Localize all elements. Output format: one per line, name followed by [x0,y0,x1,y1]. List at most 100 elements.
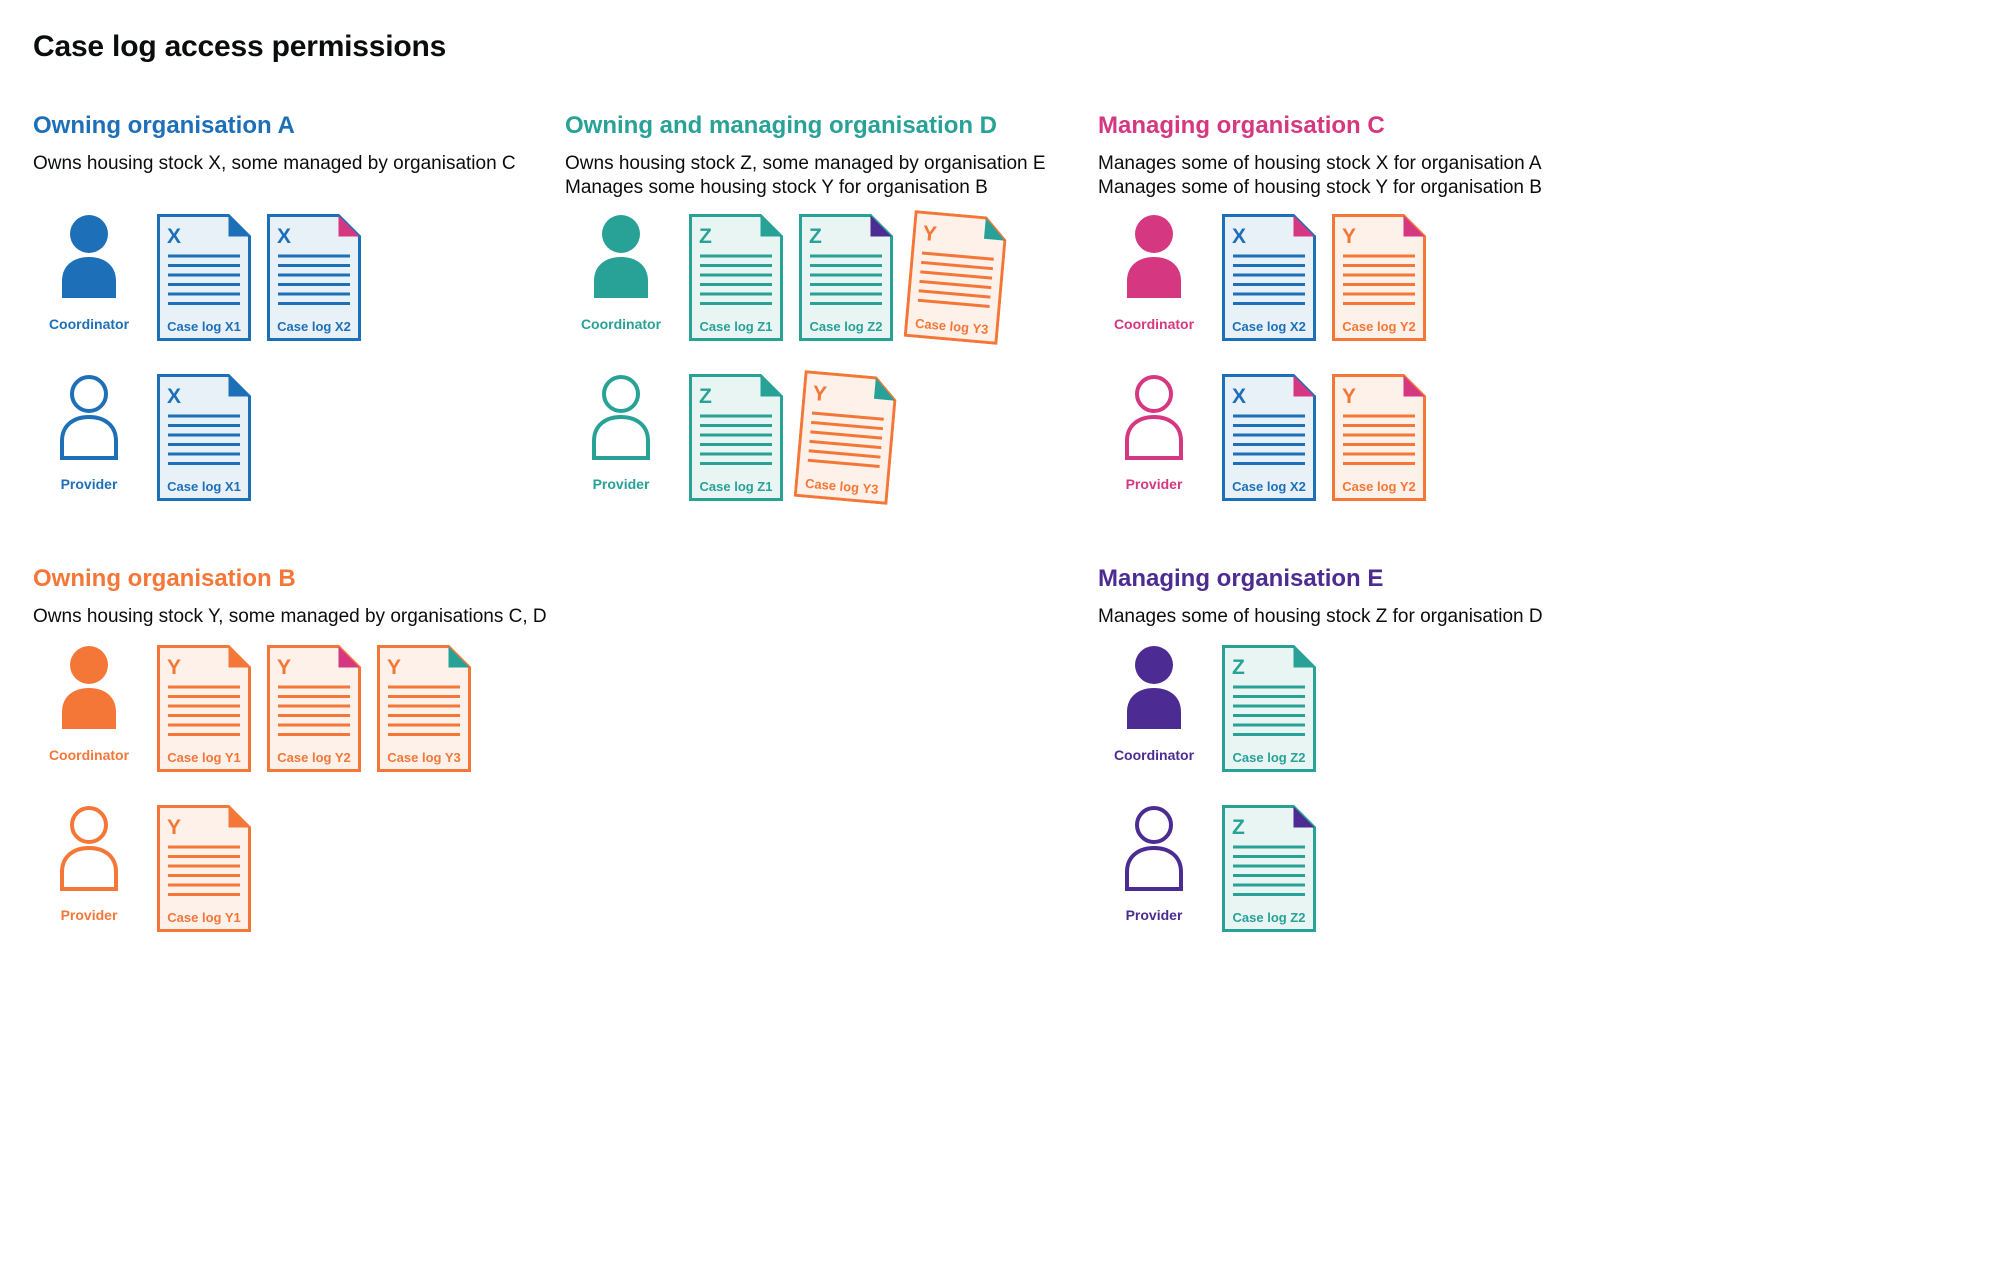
stock-letter: Y [387,656,401,679]
role-label: Provider [60,476,118,492]
case-log-documents: Y Case log Y1 Y Case log Y2 Y Case log Y3 [157,645,471,772]
managing-organisation-fold-icon [1403,215,1425,237]
case-log-documents: Z Case log Z1 Z Case log Z2 Y Case log Y3 [689,210,1007,345]
role-label: Provider [1125,476,1183,492]
managing-organisation-fold-icon [448,646,470,668]
coordinator-person: Coordinator [1098,645,1210,763]
role-label: Coordinator [1113,316,1195,332]
case-log-label: Case log Y3 [387,750,460,765]
description-line: Owns housing stock X, some managed by or… [33,153,516,174]
coordinator-person: Coordinator [1098,214,1210,332]
managing-organisation-fold-icon [228,646,250,668]
coordinator-row: Coordinator Y Case log Y1 Y Case log Y2 Y Case… [33,645,565,772]
managing-organisation-fold-icon [1293,375,1315,397]
stock-letter: Z [809,225,822,248]
role-label: Provider [592,476,650,492]
stock-letter: Z [1232,656,1245,679]
coordinator-person-icon [594,215,648,298]
provider-row: Provider Y Case log Y1 [33,805,565,932]
case-log-document: Z Case log Z2 [1222,805,1316,932]
managing-organisation-fold-icon [870,215,892,237]
managing-organisation-fold-icon [760,215,782,237]
managing-organisation-fold-icon [228,375,250,397]
managing-organisation-fold-icon [1403,375,1425,397]
section-title: Managing organisation E [1098,565,1384,592]
case-log-document: X Case log X1 [157,214,251,341]
case-log-documents: Z Case log Z2 [1222,645,1316,772]
section-description: Owns housing stock Z, some managed by or… [565,152,1098,214]
section-description: Manages some of housing stock Z for orga… [1098,605,1964,645]
case-log-document: Z Case log Z2 [1222,645,1316,772]
stock-letter: Y [812,382,828,406]
stock-letter: X [167,385,181,408]
case-log-label: Case log Z2 [1233,750,1306,765]
role-label: Coordinator [580,316,662,332]
stock-letter: X [277,225,291,248]
role-label: Coordinator [48,747,130,763]
case-log-label: Case log X1 [167,319,241,334]
provider-person-icon [1125,375,1183,460]
stock-letter: Y [277,656,291,679]
coordinator-person: Coordinator [565,214,677,332]
section-owning-organisation-b: Owning organisation B Owns housing stock … [33,565,565,932]
coordinator-person-icon [62,215,116,298]
role-label: Provider [60,907,118,923]
case-log-label: Case log Y3 [914,316,988,337]
case-log-document: Y Case log Y1 [157,645,251,772]
description-line: Manages some of housing stock Y for orga… [1098,177,1542,198]
section-description: Owns housing stock Y, some managed by or… [33,605,565,645]
description-line: Owns housing stock Z, some managed by or… [565,153,1046,174]
case-log-label: Case log Z2 [1233,910,1306,925]
coordinator-person-icon [1127,646,1181,729]
case-log-label: Case log Z2 [810,319,883,334]
coordinator-row: Coordinator X Case log X1 X Case log X2 [33,214,565,341]
provider-person: Provider [33,805,145,923]
provider-row: Provider Z Case log Z1 Y Case log Y3 [565,370,1098,505]
provider-person-icon [60,375,118,460]
case-log-label: Case log X2 [1232,319,1306,334]
case-log-label: Case log X1 [167,479,241,494]
provider-person-icon [1125,806,1183,891]
section-owning-and-managing-organisation-d: Owning and managing organisation D Owns h… [565,112,1098,505]
role-label: Coordinator [48,316,130,332]
managing-organisation-fold-icon [1293,806,1315,828]
case-log-document: Y Case log Y2 [1332,374,1426,501]
coordinator-person: Coordinator [33,214,145,332]
section-managing-organisation-c: Managing organisation C Manages some of h… [1098,112,1964,501]
case-log-document: Y Case log Y1 [157,805,251,932]
section-title: Owning and managing organisation D [565,112,998,139]
stock-letter: Y [167,816,181,839]
managing-organisation-fold-icon [1293,646,1315,668]
case-log-document: Z Case log Z1 [689,374,783,501]
managing-organisation-fold-icon [760,375,782,397]
stock-letter: Y [1342,385,1356,408]
provider-row: Provider X Case log X1 [33,374,565,501]
case-log-documents: X Case log X2 Y Case log Y2 [1222,214,1426,341]
case-log-label: Case log Y1 [167,910,240,925]
managing-organisation-fold-icon [228,215,250,237]
case-log-label: Case log Y2 [277,750,350,765]
stock-letter: Y [1342,225,1356,248]
case-log-document: Z Case log Z2 [799,214,893,341]
case-log-label: Case log Z1 [700,319,773,334]
provider-person: Provider [565,374,677,492]
case-log-documents: Y Case log Y1 [157,805,251,932]
managing-organisation-fold-icon [873,377,895,401]
case-log-document: Y Case log Y3 [793,370,899,505]
managing-organisation-fold-icon [1293,215,1315,237]
coordinator-person: Coordinator [33,645,145,763]
case-log-label: Case log X2 [1232,479,1306,494]
description-line: Manages some of housing stock X for orga… [1098,153,1542,174]
section-description: Manages some of housing stock X for orga… [1098,152,1964,214]
case-log-document: X Case log X1 [157,374,251,501]
section-title: Managing organisation C [1098,112,1385,139]
managing-organisation-fold-icon [228,806,250,828]
section-owning-organisation-a: Owning organisation A Owns housing stock … [33,112,565,501]
description-line: Manages some housing stock Y for organis… [565,177,988,198]
case-log-document: Y Case log Y2 [267,645,361,772]
section-title: Owning organisation A [33,112,295,139]
coordinator-row: Coordinator X Case log X2 Y Case log Y2 [1098,214,1964,341]
section-description: Owns housing stock X, some managed by or… [33,152,565,214]
section-title: Owning organisation B [33,565,296,592]
provider-person-icon [592,375,650,460]
